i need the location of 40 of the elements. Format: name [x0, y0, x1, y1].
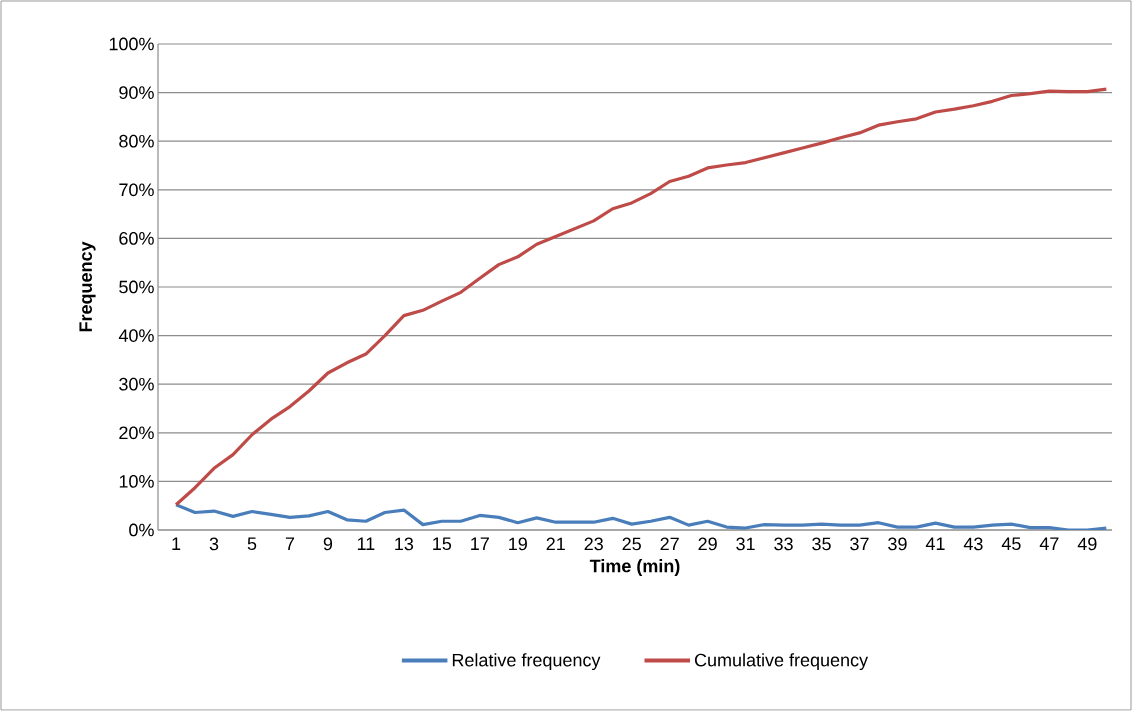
- x-tick-label: 7: [285, 537, 295, 550]
- x-tick-label: 25: [622, 537, 641, 551]
- x-tick-label: 15: [433, 537, 452, 551]
- x-tick-label: 17: [471, 537, 489, 550]
- y-axis-title: Frequency: [79, 241, 96, 332]
- x-tick-label: 49: [1077, 537, 1097, 551]
- y-tick-label: 80%: [119, 134, 154, 148]
- x-tick-label: 45: [1001, 537, 1021, 551]
- y-tick-label: 10%: [119, 475, 154, 488]
- x-tick-label: 43: [963, 537, 983, 551]
- x-tick-label: 21: [546, 537, 565, 551]
- x-tick-label: 33: [774, 537, 793, 551]
- y-tick-label: 70%: [119, 183, 154, 197]
- x-tick-label: 31: [736, 537, 755, 551]
- x-tick-label: 5: [247, 537, 257, 551]
- x-axis-title: Time (min): [589, 559, 680, 576]
- legend-label: Cumulative frequency: [694, 653, 869, 671]
- y-tick-label: 90%: [119, 86, 154, 99]
- y-tick-label: 0%: [129, 523, 154, 537]
- x-tick-label: 23: [584, 537, 603, 551]
- x-tick-label: 1: [172, 537, 181, 550]
- x-tick-label: 9: [323, 537, 333, 551]
- x-tick-label: 13: [395, 537, 414, 551]
- x-tick-label: 37: [850, 537, 869, 551]
- x-tick-label: 47: [1039, 537, 1059, 550]
- x-tick-label: 19: [509, 537, 527, 551]
- x-tick-label: 39: [888, 537, 907, 551]
- y-tick-label: 40%: [118, 329, 154, 342]
- x-tick-label: 11: [357, 537, 375, 550]
- x-tick-label: 41: [925, 537, 945, 550]
- y-tick-label: 50%: [119, 280, 154, 294]
- x-tick-label: 29: [698, 537, 717, 551]
- y-tick-label: 60%: [119, 232, 154, 245]
- x-tick-label: 35: [812, 537, 831, 551]
- y-tick-label: 100%: [109, 37, 154, 51]
- y-tick-label: 20%: [119, 426, 154, 440]
- y-tick-label: 30%: [119, 377, 154, 391]
- legend-label: Relative frequency: [452, 653, 601, 671]
- x-tick-label: 27: [660, 537, 679, 551]
- x-tick-label: 3: [209, 537, 219, 551]
